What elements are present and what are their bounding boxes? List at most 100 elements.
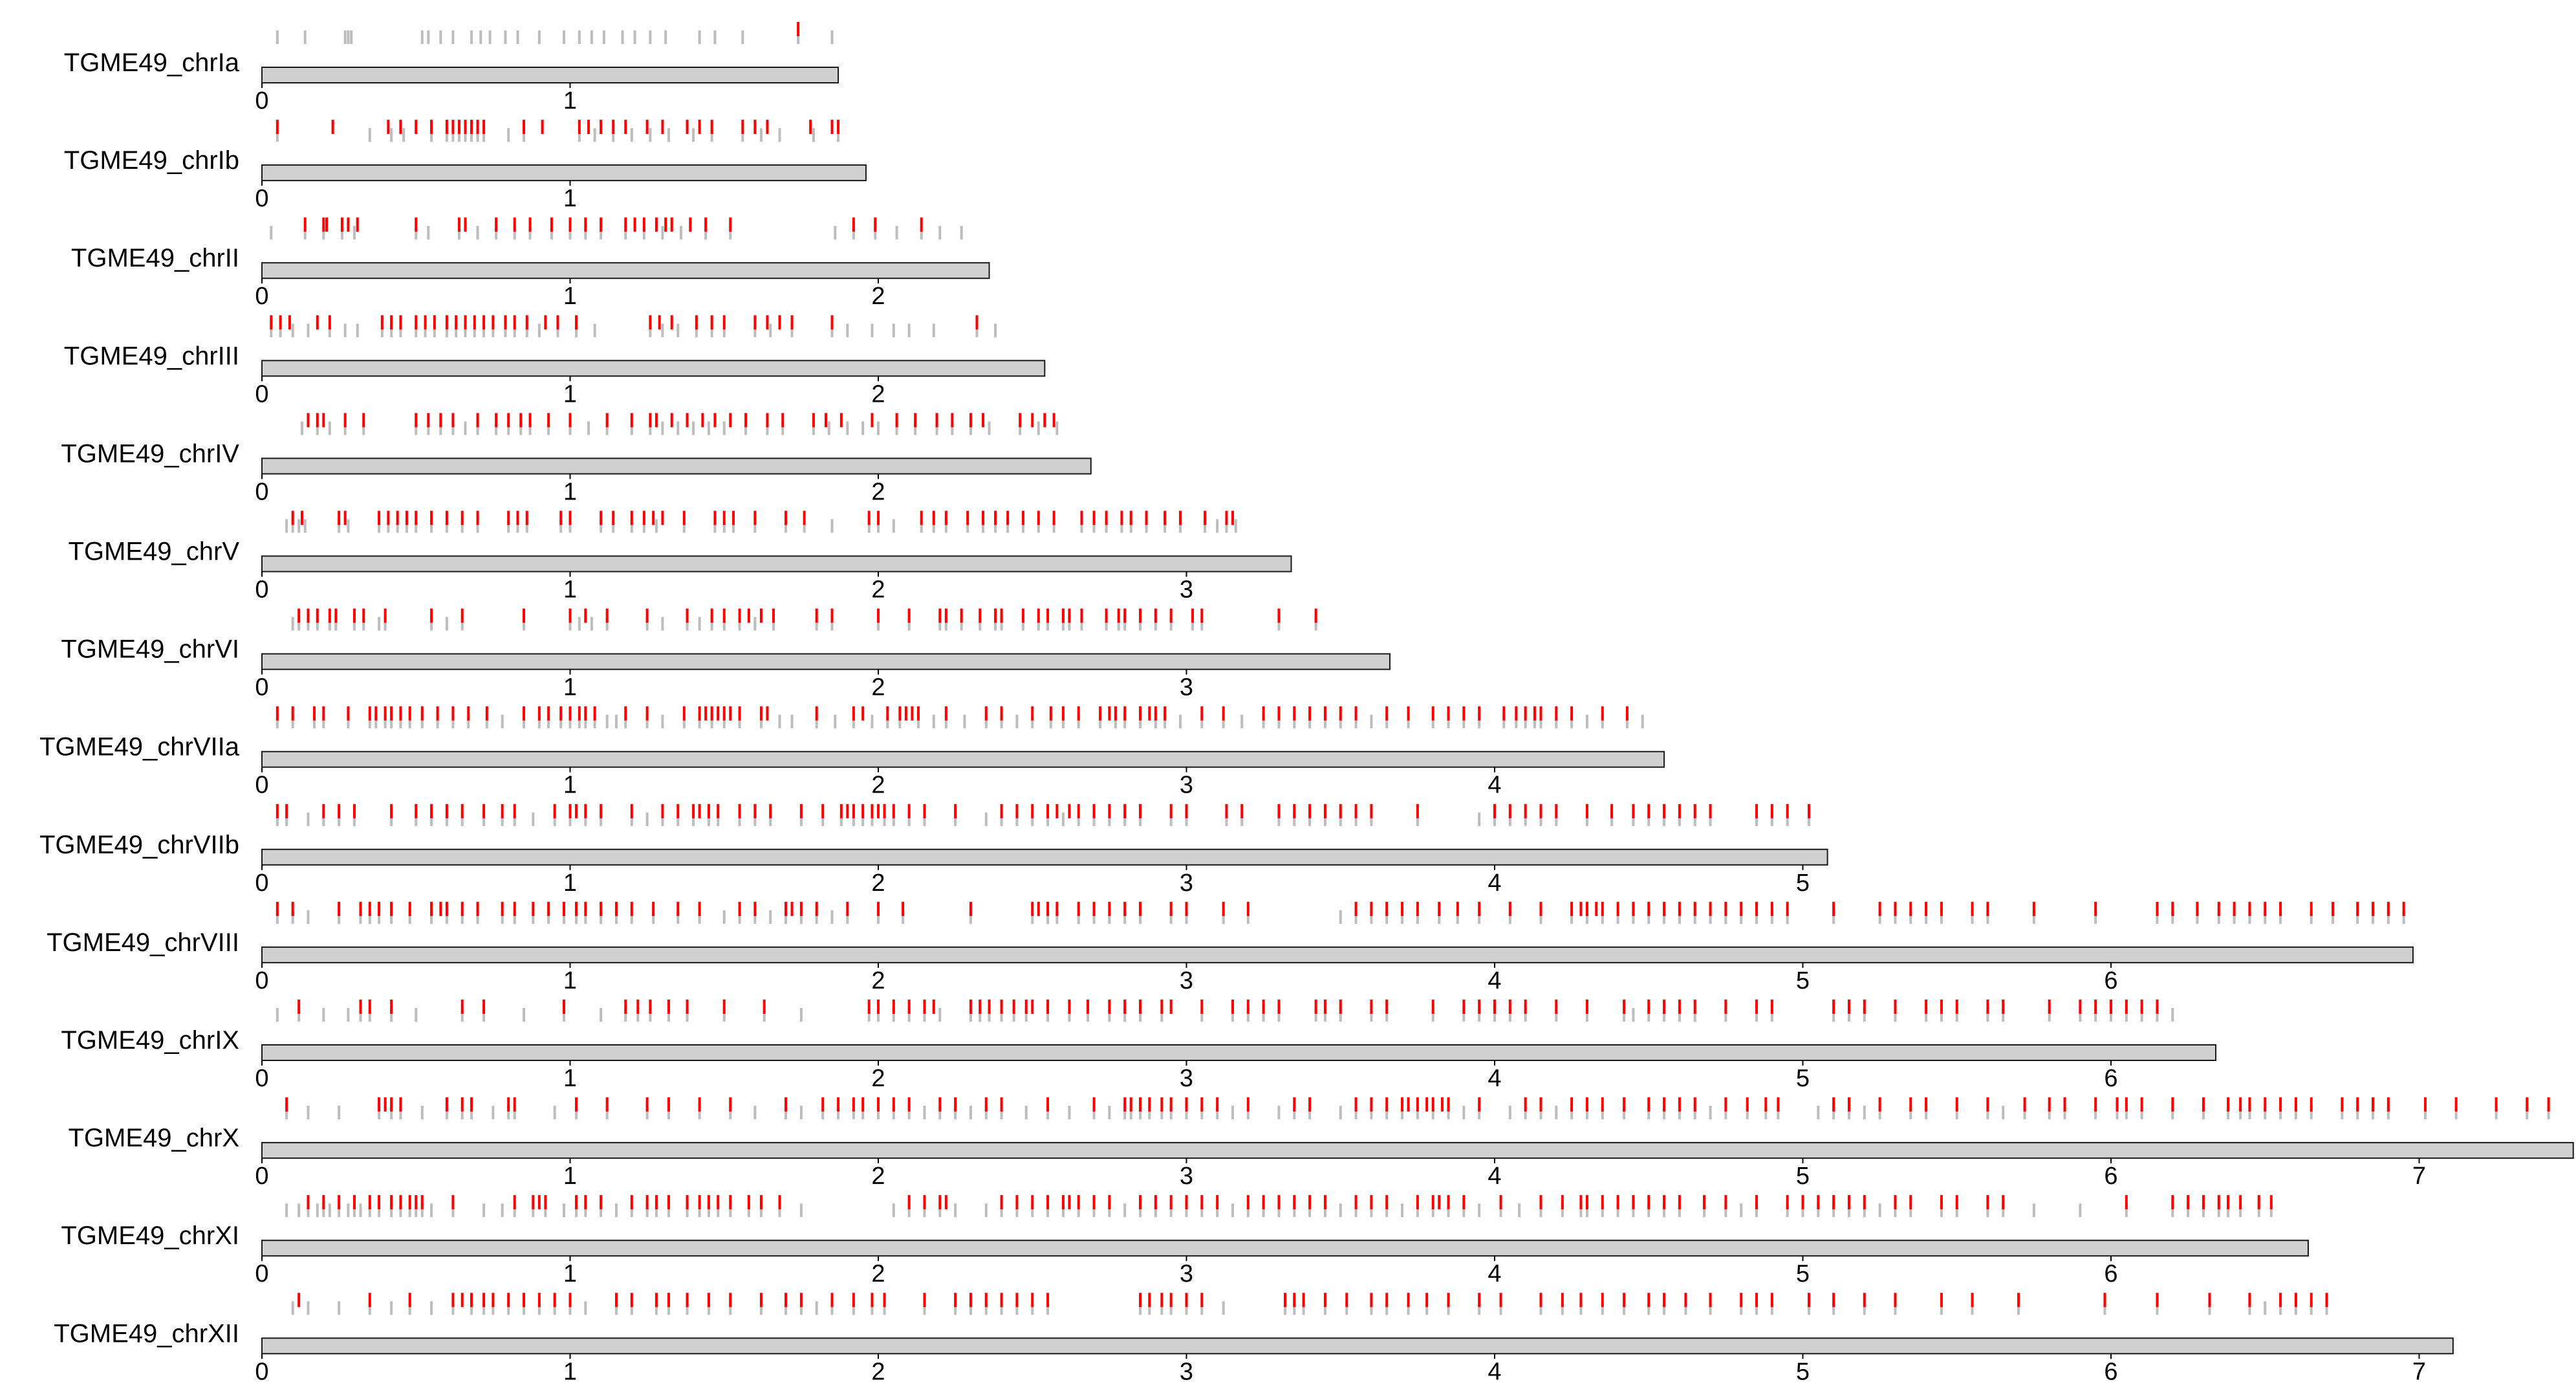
gray-feature-mark (1663, 1203, 1666, 1218)
gray-feature-mark (642, 226, 645, 240)
tick-label: 2 (871, 772, 885, 799)
gray-feature-mark (562, 910, 565, 924)
red-feature-mark (815, 608, 818, 623)
gray-feature-mark (2387, 1106, 2390, 1120)
red-feature-mark (537, 1195, 541, 1210)
gray-feature-mark (1061, 1203, 1065, 1218)
red-feature-mark (451, 1195, 455, 1210)
gray-feature-mark (799, 1301, 803, 1315)
red-feature-mark (2196, 901, 2199, 916)
red-feature-mark (686, 1293, 689, 1308)
gray-feature-mark (707, 1301, 710, 1315)
red-feature-mark (753, 510, 757, 525)
red-feature-mark (1940, 901, 1943, 916)
red-feature-mark (1046, 804, 1050, 818)
gray-feature-mark (445, 617, 448, 631)
gray-feature-mark (1385, 1203, 1389, 1218)
red-feature-mark (785, 1097, 788, 1112)
gray-feature-mark (368, 128, 371, 142)
gray-feature-mark (1323, 1301, 1326, 1315)
gray-feature-mark (821, 1106, 825, 1120)
gray-feature-mark (645, 812, 649, 826)
red-feature-mark (1080, 608, 1083, 623)
red-feature-mark (624, 217, 627, 232)
red-feature-mark (670, 315, 673, 330)
gray-feature-mark (1601, 1203, 1604, 1218)
gray-feature-mark (1339, 910, 1342, 924)
red-feature-mark (593, 706, 596, 721)
red-feature-mark (938, 1195, 942, 1210)
red-feature-mark (1647, 901, 1651, 916)
gray-feature-mark (513, 1106, 516, 1120)
gray-feature-mark (1216, 1203, 1219, 1218)
red-feature-mark (1755, 804, 1759, 818)
chromosome-bar (261, 67, 839, 83)
red-feature-mark (1185, 901, 1188, 916)
gray-feature-mark (698, 617, 701, 631)
gray-feature-mark (390, 714, 393, 728)
gray-feature-mark (710, 128, 713, 142)
gray-feature-mark (1502, 714, 1506, 728)
gray-feature-mark (1401, 910, 1404, 924)
red-feature-mark (1632, 804, 1635, 818)
gray-feature-mark (790, 323, 794, 338)
red-feature-mark (1123, 901, 1127, 916)
red-feature-mark (605, 413, 609, 428)
red-feature-mark (938, 1097, 942, 1112)
red-feature-mark (1770, 804, 1773, 818)
red-feature-mark (1601, 1293, 1604, 1308)
gray-feature-mark (2116, 1106, 2119, 1120)
gray-feature-mark (420, 1203, 424, 1218)
gray-feature-mark (1370, 1106, 1373, 1120)
gray-feature-mark (1755, 1008, 1759, 1022)
gray-feature-mark (1693, 1008, 1696, 1022)
red-feature-mark (384, 608, 387, 623)
gray-feature-mark (1684, 1301, 1687, 1315)
red-feature-mark (867, 510, 871, 525)
red-feature-mark (1046, 1293, 1050, 1308)
red-feature-mark (1478, 1097, 1481, 1112)
gray-feature-mark (316, 617, 319, 631)
red-feature-mark (460, 608, 464, 623)
gray-feature-mark (1077, 714, 1080, 728)
gray-feature-mark (575, 1203, 578, 1218)
red-feature-mark (378, 510, 381, 525)
red-feature-mark (1108, 901, 1111, 916)
red-feature-mark (1663, 1097, 1666, 1112)
red-feature-mark (2023, 1097, 2026, 1112)
red-feature-mark (769, 804, 772, 818)
gray-feature-mark (944, 519, 947, 533)
gray-feature-mark (645, 1203, 649, 1218)
gray-feature-mark (630, 128, 633, 142)
red-feature-mark (1139, 1293, 1142, 1308)
red-feature-mark (1909, 901, 1912, 916)
red-feature-mark (1746, 1097, 1749, 1112)
gray-feature-mark (347, 30, 350, 44)
red-feature-mark (1647, 1293, 1651, 1308)
red-feature-mark (1160, 1097, 1164, 1112)
gray-feature-mark (550, 226, 553, 240)
red-feature-mark (331, 120, 334, 135)
gray-feature-mark (1169, 812, 1173, 826)
red-feature-mark (698, 706, 701, 721)
red-feature-mark (276, 901, 279, 916)
gray-feature-mark (298, 1203, 301, 1218)
gray-feature-mark (587, 421, 590, 435)
gray-feature-mark (501, 1203, 504, 1218)
gray-feature-mark (1370, 714, 1373, 728)
red-feature-mark (1585, 1097, 1588, 1112)
gray-feature-mark (390, 1203, 393, 1218)
gray-feature-mark (2269, 1203, 2273, 1218)
gray-feature-mark (291, 910, 294, 924)
gray-feature-mark (612, 128, 615, 142)
red-feature-mark (384, 706, 387, 721)
tick-label: 5 (1796, 967, 1810, 994)
red-feature-mark (513, 217, 516, 232)
gray-feature-mark (655, 519, 658, 533)
gray-feature-mark (1407, 714, 1410, 728)
gray-feature-mark (871, 714, 874, 728)
red-feature-mark (1123, 1097, 1127, 1112)
gray-feature-mark (2171, 1106, 2174, 1120)
gray-feature-mark (2002, 1008, 2005, 1022)
red-feature-mark (1191, 608, 1195, 623)
